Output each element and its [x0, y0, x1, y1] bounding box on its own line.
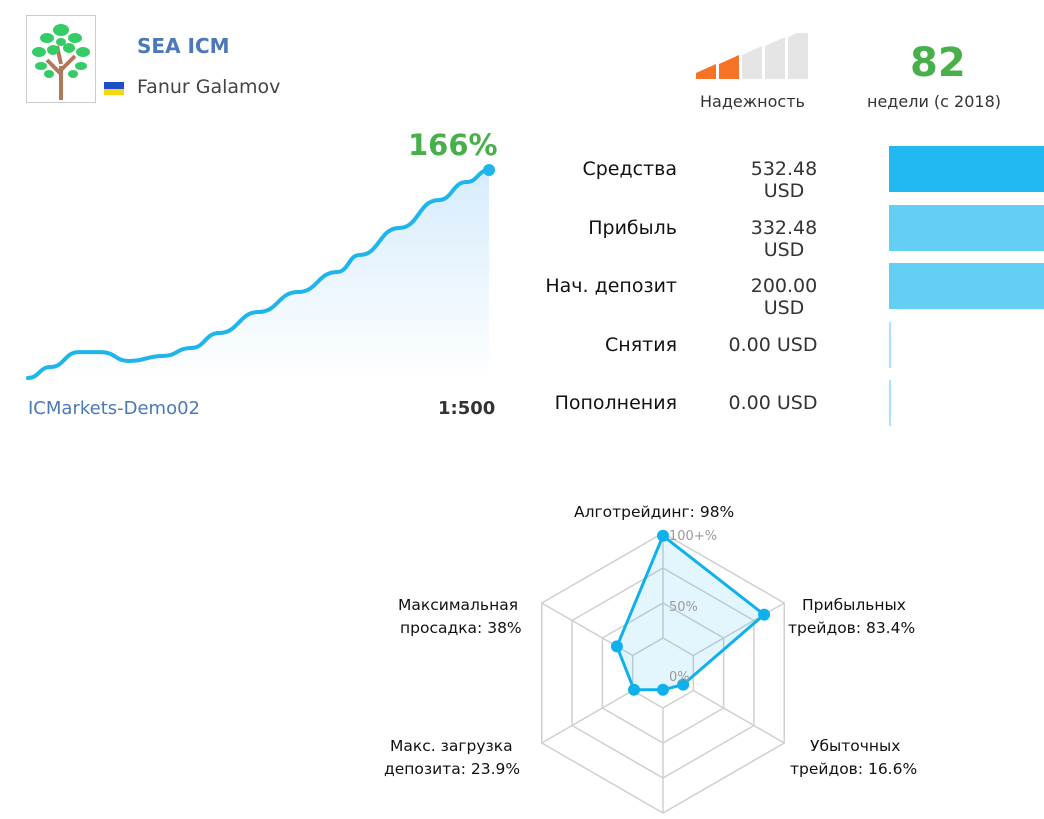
radar-label-drawdown-2: просадка: 38%	[400, 619, 522, 637]
stat-value-equity: 532.48 USD	[750, 158, 818, 202]
equity-end-point	[483, 164, 495, 176]
stat-label-deposits: Пополнения	[554, 392, 677, 414]
stat-label-withdrawals: Снятия	[605, 334, 677, 356]
radar-tick-50: 50%	[669, 600, 698, 615]
stat-bar-deposit	[889, 263, 1044, 309]
broker-server[interactable]: ICMarkets-Demo02	[28, 398, 201, 419]
stat-bar-profit	[889, 205, 1044, 251]
stat-label-deposit: Нач. депозит	[545, 275, 677, 297]
radar-label-load-2: депозита: 23.9%	[384, 760, 521, 778]
weeks-count: 82	[910, 40, 966, 86]
growth-percent: 166%	[408, 128, 498, 162]
reliability-bar	[788, 33, 808, 79]
stat-bar-deposits	[889, 380, 891, 426]
money-tree-icon	[32, 24, 90, 100]
leverage: 1:500	[438, 398, 496, 419]
radar-point	[657, 683, 669, 696]
equity-area	[28, 170, 489, 382]
radar-axis	[692, 689, 785, 744]
stat-label-equity: Средства	[582, 158, 677, 180]
ukraine-flag-icon	[104, 82, 124, 95]
radar-point	[628, 683, 641, 696]
radar-point	[677, 678, 690, 691]
equity-line	[26, 168, 491, 380]
radar-label-loss-2: трейдов: 16.6%	[790, 760, 918, 778]
stat-value-profit: 332.48 USD	[750, 217, 818, 261]
reliability-bar	[742, 46, 762, 79]
reliability-bar	[719, 55, 739, 79]
stat-value-deposits: 0.00 USD	[728, 392, 818, 414]
radar-tick-100: 100+%	[669, 529, 717, 544]
radar-label-load-1: Макс. загрузка	[390, 737, 513, 755]
equity-chart	[26, 164, 495, 382]
stat-value-withdrawals: 0.00 USD	[728, 334, 818, 356]
radar-point	[657, 529, 669, 542]
radar-tick-0: 0%	[669, 670, 690, 685]
radar-label-algo: Алготрейдинг: 98%	[574, 503, 735, 521]
trader-avatar[interactable]	[26, 15, 96, 103]
stat-bar-withdrawals	[889, 322, 891, 368]
radar-label-profit-1: Прибыльных	[802, 596, 906, 614]
reliability-meter	[696, 33, 808, 79]
radar-point	[610, 640, 623, 653]
stat-label-profit: Прибыль	[588, 217, 677, 239]
weeks-label: недели (с 2018)	[867, 92, 1002, 111]
signal-title[interactable]: SEA ICM	[137, 34, 230, 58]
radar-axis	[541, 689, 634, 744]
radar-label-loss-1: Убыточных	[810, 737, 901, 755]
reliability-label: Надежность	[700, 92, 805, 111]
author-name[interactable]: Fanur Galamov	[137, 76, 281, 98]
radar-label-drawdown-1: Максимальная	[398, 596, 519, 614]
stat-value-deposit: 200.00 USD	[750, 275, 818, 319]
reliability-bar	[696, 64, 716, 79]
radar-label-profit-2: трейдов: 83.4%	[788, 619, 916, 637]
reliability-bar	[765, 37, 785, 79]
radar-point	[758, 608, 771, 621]
stat-bar-equity	[889, 146, 1044, 192]
